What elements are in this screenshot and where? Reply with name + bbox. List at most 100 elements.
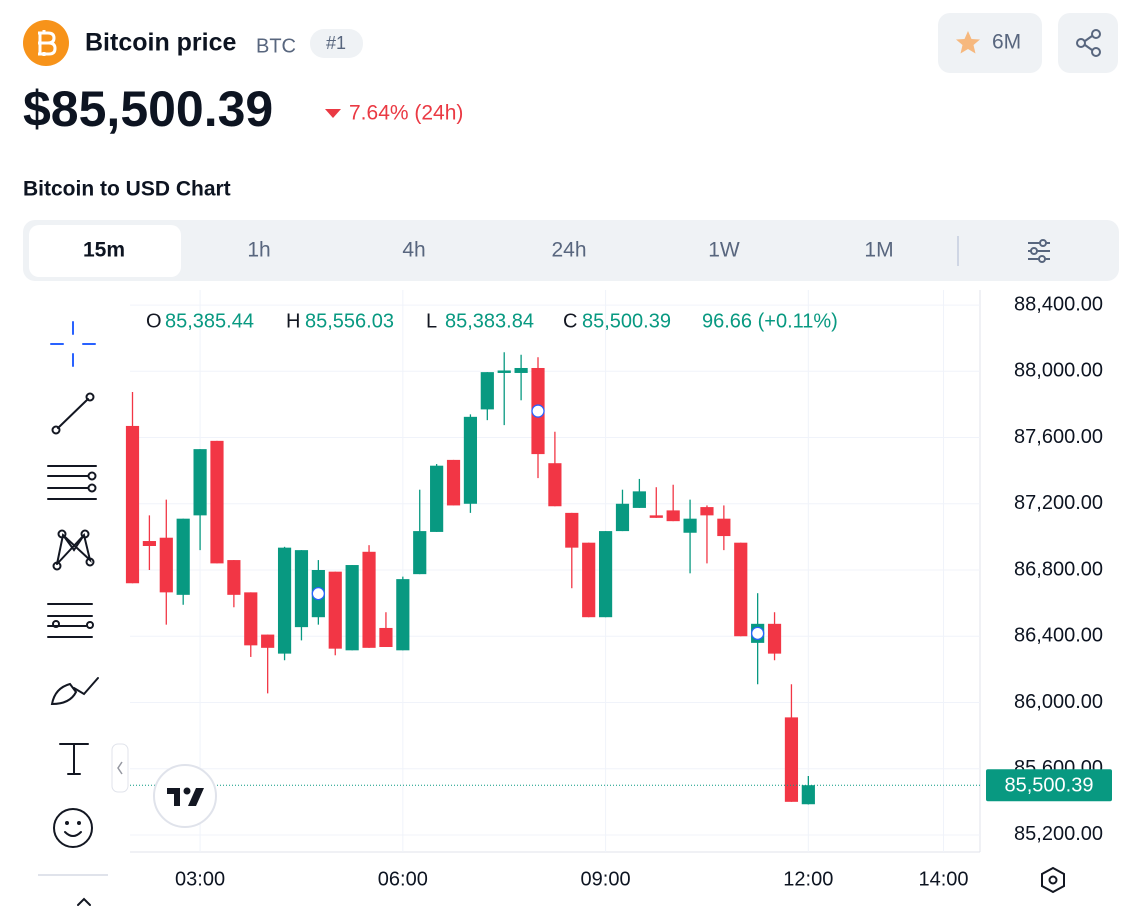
pattern-tool[interactable] [52,529,95,571]
candle-body [159,537,173,593]
candle-body [683,518,697,533]
trendline-tool[interactable] [51,392,95,435]
event-marker [531,404,545,418]
candle-body [125,425,140,584]
candle-body [565,512,579,548]
candle-body [767,623,782,654]
share-button[interactable] [1058,13,1118,73]
y-tick-label: 86,800.00 [1014,558,1103,580]
down-arrow [325,109,341,118]
candle-body [379,627,393,648]
event-marker [750,626,765,640]
candle-body [463,416,478,504]
text-tool[interactable] [59,743,89,775]
candle-body [666,510,680,522]
collapse-arrow [117,761,123,775]
candle-body [582,542,596,618]
candle-body [480,372,494,410]
coin-name: Bitcoin price [85,29,237,57]
candle-body [514,367,528,373]
candle-body [734,542,748,637]
candle-body [801,785,815,805]
drawing-toolbar [38,321,108,906]
axis-settings-dot [1048,875,1058,885]
ohlc-value: 85,385.44 [165,310,254,332]
candle-body [277,547,292,654]
x-tick-label: 06:00 [378,868,428,890]
candle-body [328,571,342,649]
event-marker [311,586,326,601]
tab-selected-bg [29,225,181,277]
collapse-toolbar[interactable] [111,743,129,793]
timeframe-tab[interactable]: 1M [864,239,893,262]
star-icon [956,31,980,54]
ohlc-change: 96.66 (+0.11%) [702,310,838,332]
candle-body [717,518,731,537]
lines-tool[interactable] [47,465,97,500]
y-tick-label: 85,200.00 [1014,823,1103,845]
x-tick-label: 03:00 [175,868,225,890]
y-tick-label: 88,400.00 [1014,293,1103,315]
ohlc-key: H [286,310,300,332]
plot-area [125,290,980,852]
watchlist-button[interactable] [938,13,1042,73]
timeframe-tab[interactable]: 1h [247,239,270,262]
tab-bar [23,220,1119,281]
toolbar-more[interactable] [77,897,91,906]
watchlist-count: 6M [992,31,1021,54]
candle-body [227,560,241,595]
candle-body [632,491,646,508]
chart-settings-icon[interactable] [1028,239,1050,263]
rank-pill [310,29,363,58]
x-tick-label: 12:00 [783,868,833,890]
tradingview-logo[interactable] [153,764,217,828]
emoji-tool[interactable] [53,808,93,848]
ohlc-value: 85,383.84 [445,310,534,332]
ohlc-key: L [426,310,437,332]
candle-body [598,531,613,618]
y-tick-label: 87,600.00 [1014,426,1103,448]
axis-settings-icon[interactable] [1041,866,1065,894]
timeframe-tab[interactable]: 15m [83,239,125,262]
price: $85,500.39 [23,81,273,137]
y-tick-label: 86,000.00 [1014,691,1103,713]
candle-body [446,459,461,506]
candle-body [413,531,427,575]
brush-tool[interactable] [50,677,99,706]
y-tick-label: 86,400.00 [1014,625,1103,647]
fib-tool[interactable] [47,603,94,638]
last-price-box [986,769,1112,802]
candle-body [362,551,376,648]
price-change: 7.64% (24h) [349,102,463,125]
candle-body [430,465,444,532]
ohlc-value: 85,556.03 [305,310,394,332]
candle-body [244,592,258,646]
x-tick-label: 14:00 [918,868,968,890]
candle-body [396,579,410,651]
share-icon [1076,29,1101,57]
x-tick-label: 09:00 [581,868,631,890]
chart-title: Bitcoin to USD Chart [23,178,231,201]
ohlc-value: 85,500.39 [582,310,671,332]
timeframe-tab[interactable]: 1W [708,239,740,262]
candle-body [193,449,207,516]
crosshair-tool[interactable] [50,321,96,367]
rank: #1 [326,33,346,53]
timeframe-tab[interactable]: 4h [402,239,425,262]
candle-body [294,550,309,628]
last-price-label: 85,500.39 [1005,774,1094,796]
candle-body [615,503,630,532]
y-tick-label: 87,200.00 [1014,492,1103,514]
ohlc-key: C [563,310,577,332]
timeframe-tab[interactable]: 24h [551,239,586,262]
candle-body [261,634,275,648]
candle-body [784,717,799,802]
coin-symbol: BTC [256,35,296,57]
candle-body [649,515,663,518]
coin-logo-mark [38,30,57,56]
candle-body [176,518,190,595]
candle-body [345,565,359,651]
